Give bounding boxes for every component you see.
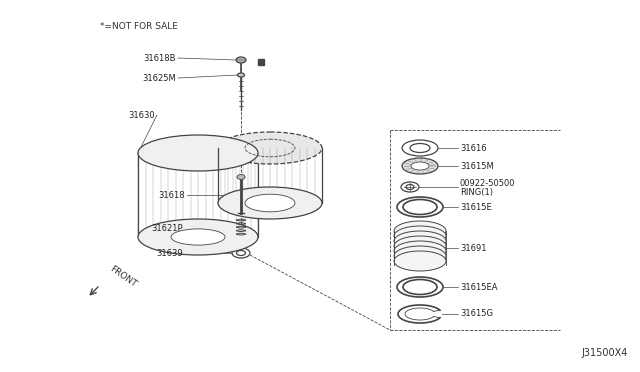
Text: 31621P: 31621P (152, 224, 183, 232)
Ellipse shape (394, 251, 446, 271)
Ellipse shape (402, 158, 438, 174)
Ellipse shape (394, 221, 446, 241)
Ellipse shape (245, 194, 295, 212)
Ellipse shape (237, 250, 246, 256)
Ellipse shape (394, 246, 446, 266)
Ellipse shape (394, 226, 446, 246)
Ellipse shape (138, 135, 258, 171)
Text: *=NOT FOR SALE: *=NOT FOR SALE (100, 22, 178, 31)
Ellipse shape (394, 236, 446, 256)
Ellipse shape (397, 277, 443, 297)
Ellipse shape (406, 185, 414, 189)
Text: 31615M: 31615M (460, 161, 493, 170)
Text: 00922-50500: 00922-50500 (460, 179, 515, 187)
Text: 31630: 31630 (129, 110, 155, 119)
Ellipse shape (218, 187, 322, 219)
Text: 31625M: 31625M (142, 74, 176, 83)
Text: 31691: 31691 (460, 244, 486, 253)
Ellipse shape (237, 174, 245, 180)
Text: 31639: 31639 (156, 248, 183, 257)
Ellipse shape (394, 231, 446, 251)
Text: 31615G: 31615G (460, 310, 493, 318)
Ellipse shape (403, 279, 437, 295)
Ellipse shape (402, 140, 438, 156)
Ellipse shape (410, 144, 430, 153)
Ellipse shape (397, 197, 443, 217)
Ellipse shape (394, 241, 446, 261)
Text: 31616: 31616 (460, 144, 486, 153)
Ellipse shape (237, 73, 244, 77)
Ellipse shape (218, 132, 322, 164)
Ellipse shape (232, 248, 250, 258)
Text: RING(1): RING(1) (460, 187, 493, 196)
Text: J31500X4: J31500X4 (582, 348, 628, 358)
Text: FRONT: FRONT (108, 264, 138, 289)
Ellipse shape (138, 219, 258, 255)
Ellipse shape (401, 182, 419, 192)
Ellipse shape (171, 229, 225, 245)
Ellipse shape (403, 199, 437, 215)
Text: 31618: 31618 (158, 190, 185, 199)
Text: 31615E: 31615E (460, 202, 492, 212)
Text: 31618B: 31618B (143, 54, 176, 62)
Text: 31615EA: 31615EA (460, 282, 497, 292)
Ellipse shape (411, 162, 429, 170)
Ellipse shape (236, 57, 246, 63)
